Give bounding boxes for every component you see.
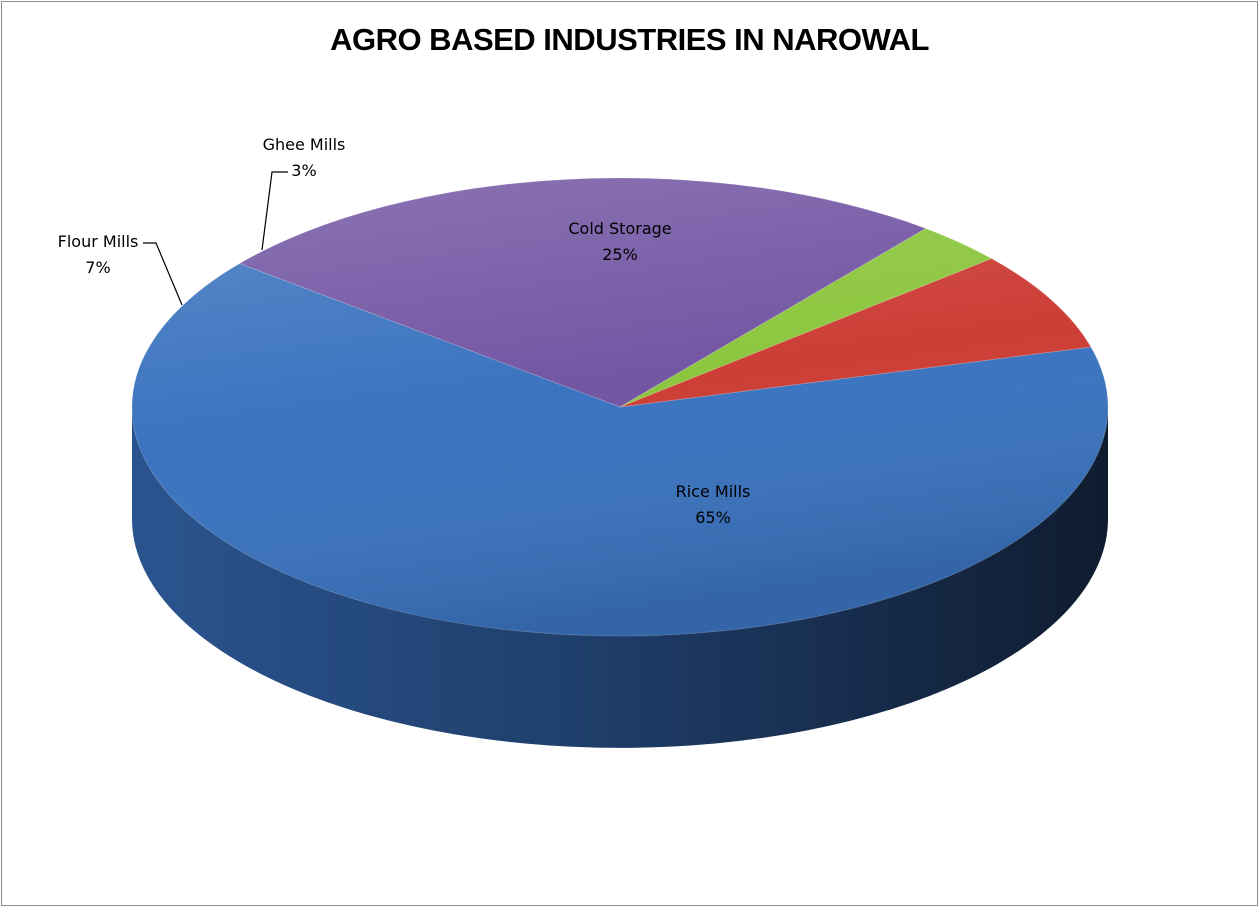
pie-side-wall [132, 407, 1108, 748]
data-value-cold-storage: 25% [602, 245, 638, 264]
leader-line-ghee-mills [261, 171, 288, 251]
chart-title: AGRO BASED INDUSTRIES IN NAROWAL [330, 22, 929, 57]
data-label-rice-mills: Rice Mills [676, 482, 751, 501]
data-label-cold-storage: Cold Storage [568, 219, 671, 238]
data-label-ghee-mills: Ghee Mills [263, 135, 346, 154]
data-value-flour-mills: 7% [85, 258, 110, 277]
pie-side-rice-mills [132, 407, 1108, 748]
data-value-rice-mills: 65% [695, 508, 731, 527]
leader-line-flour-mills [143, 242, 183, 306]
pie-labels: Rice Mills 65% Cold Storage 25% Ghee Mills 3%… [58, 135, 751, 527]
data-value-ghee-mills: 3% [291, 161, 316, 180]
data-label-flour-mills: Flour Mills [58, 232, 139, 251]
